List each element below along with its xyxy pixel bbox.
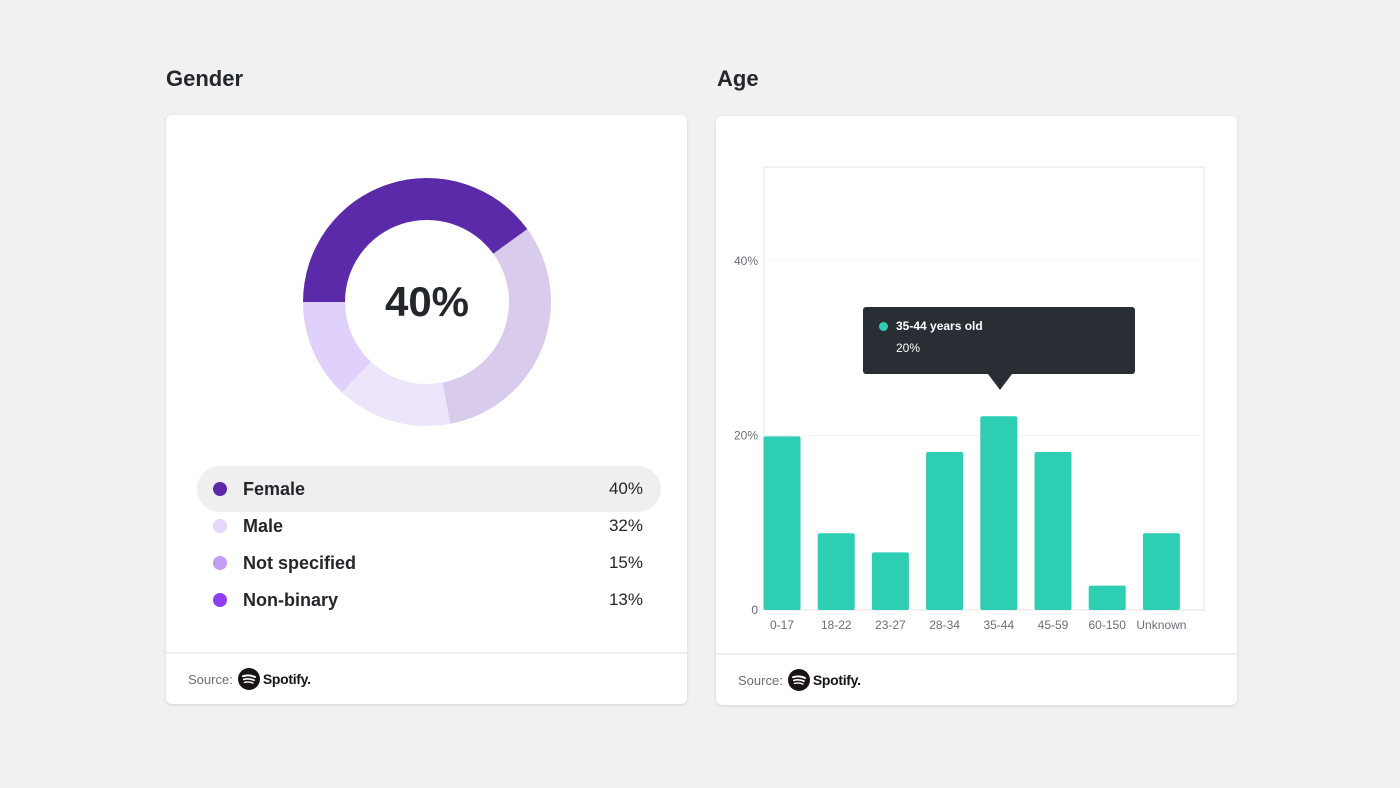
legend-label: Male <box>243 515 284 536</box>
x-tick-label: 35-44 <box>983 618 1014 632</box>
tooltip-value: 20% <box>896 341 921 355</box>
spotify-icon <box>237 668 260 690</box>
y-tick-label: 40% <box>734 254 758 268</box>
legend-dot <box>213 556 227 570</box>
legend-value: 13% <box>608 590 643 609</box>
x-tick-label: 0-17 <box>770 618 794 632</box>
y-tick-label: 20% <box>734 428 758 442</box>
spotify-wordmark: Spotify. <box>262 671 311 687</box>
spotify-wordmark: Spotify. <box>812 672 861 688</box>
gender-source-footer: Source: Spotify. <box>166 652 687 704</box>
spotify-logo[interactable]: Spotify. <box>787 669 861 691</box>
gender-donut-chart <box>303 178 551 426</box>
gender-title: Gender <box>166 66 244 91</box>
legend-label: Non-binary <box>243 589 339 610</box>
legend-dot <box>213 593 227 607</box>
gender-legend: Female 40% Male 32% Not specified 15% No… <box>197 466 661 623</box>
bar-60-150[interactable] <box>1088 585 1126 610</box>
donut-center-value: 40% <box>384 278 470 325</box>
x-tick-label: 45-59 <box>1038 618 1069 632</box>
age-source-footer: Source: Spotify. <box>716 653 1237 705</box>
legend-item-non-binary[interactable]: Non-binary 13% <box>197 577 661 623</box>
donut-slice-not-specified[interactable] <box>342 361 451 426</box>
legend-value: 32% <box>608 516 643 535</box>
bar-0-17[interactable] <box>763 436 801 610</box>
bar-28-34[interactable] <box>926 452 964 610</box>
bar-unknown[interactable] <box>1142 533 1180 610</box>
age-title: Age <box>717 66 759 91</box>
source-label: Source: <box>738 672 783 688</box>
x-tick-label: 60-150 <box>1089 618 1127 632</box>
legend-label: Female <box>243 478 306 499</box>
age-bar-chart: 0 20% 40% 0-17 18-22 23-27 28-34 35-44 45-59 60-1… <box>734 166 1205 632</box>
age-card: 0 20% 40% 0-17 18-22 23-27 28-34 35-44 45-59 60-1… <box>716 116 1237 705</box>
x-tick-label: Unknown <box>1136 618 1186 632</box>
y-tick-label: 0 <box>751 603 758 617</box>
source-label: Source: <box>188 671 233 687</box>
x-tick-label: 18-22 <box>821 618 852 632</box>
legend-dot <box>213 519 227 533</box>
x-tick-label: 23-27 <box>875 618 906 632</box>
legend-dot <box>213 482 227 496</box>
spotify-icon <box>787 669 810 691</box>
legend-value: 15% <box>608 553 643 572</box>
bar-35-44[interactable] <box>980 416 1018 610</box>
tooltip-title: 35-44 years old <box>896 319 983 333</box>
bar-45-59[interactable] <box>1034 452 1072 610</box>
legend-item-not-specified[interactable]: Not specified 15% <box>197 540 661 586</box>
donut-slice-male[interactable] <box>442 229 551 424</box>
bar-23-27[interactable] <box>871 552 909 610</box>
gender-card: 40% Female 40% Male 32% Not specified 15… <box>166 115 687 704</box>
legend-label: Not specified <box>243 552 357 573</box>
legend-value: 40% <box>608 479 643 498</box>
spotify-logo[interactable]: Spotify. <box>237 668 311 690</box>
legend-item-female[interactable]: Female 40% <box>197 466 661 512</box>
bar-tooltip: 35-44 years old 20% <box>863 307 1135 390</box>
donut-slice-non-binary[interactable] <box>303 302 371 393</box>
bar-18-22[interactable] <box>817 533 855 610</box>
legend-item-male[interactable]: Male 32% <box>197 503 661 549</box>
donut-slice-female[interactable] <box>303 178 528 302</box>
x-tick-label: 28-34 <box>929 618 960 632</box>
tooltip-dot <box>879 321 888 331</box>
